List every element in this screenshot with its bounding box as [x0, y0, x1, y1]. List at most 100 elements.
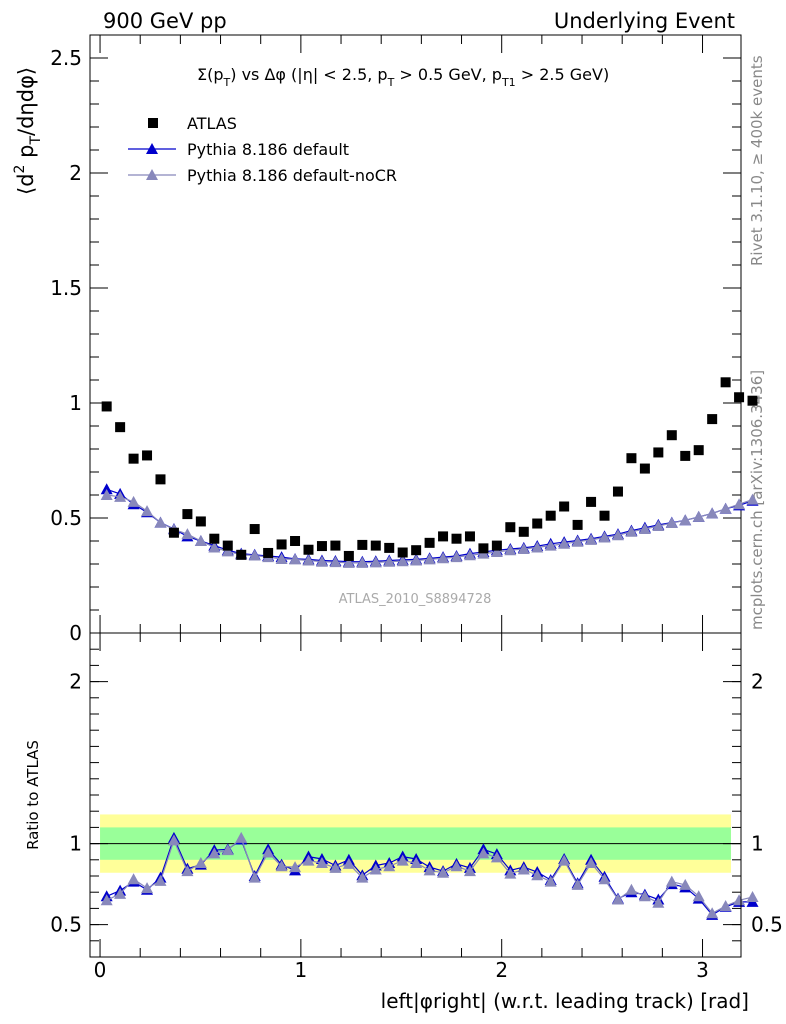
atlas-point [249, 524, 260, 535]
atlas-point [612, 486, 623, 497]
ratio-y-tick-label: 1 [69, 832, 82, 856]
nocr-point [719, 502, 732, 514]
nocr-point [248, 549, 261, 561]
main-panel: 00.511.522.5 ⟨d2 pT/dηdφ⟩ Σ(pT) vs Δφ (|… [12, 34, 759, 645]
atlas-point [115, 422, 126, 433]
ratio-nocr-point [141, 882, 154, 894]
nocr-point [679, 514, 692, 526]
nocr-point [100, 489, 113, 500]
ratio-nocr-point [719, 899, 732, 911]
ratio-frame [89, 632, 742, 958]
ratio-nocr-point [114, 887, 127, 899]
ratio-nocr-point [504, 867, 517, 879]
nocr-point [746, 493, 759, 505]
atlas-point [155, 474, 166, 485]
nocr-point [383, 555, 396, 567]
nocr-point [221, 545, 234, 557]
ratio-nocr-point [423, 864, 436, 876]
main-ticks [90, 34, 741, 634]
ratio-series [100, 831, 759, 920]
x-axis-label: left|φright| (w.r.t. leading track) [rad… [381, 989, 749, 1013]
ratio-nocr-point [652, 896, 665, 908]
ratio-nocr-point [181, 865, 194, 877]
ratio-nocr-point [558, 854, 571, 866]
legend-default-label: Pythia 8.186 default [187, 140, 349, 159]
atlas-point [316, 541, 327, 552]
ratio-nocr-point [221, 844, 234, 856]
atlas-point [343, 550, 354, 561]
nocr-point [275, 552, 288, 564]
nocr-point [692, 510, 705, 522]
ylabel-part-a: ⟨d [14, 173, 38, 195]
nocr-point [423, 553, 436, 565]
ylabel-part-c: /dηdφ⟩ [14, 67, 38, 136]
nocr-point [141, 505, 154, 517]
atlas-point [263, 547, 274, 558]
legend-atlas-label: ATLAS [187, 114, 237, 133]
ratio-nocr-point [477, 847, 490, 859]
legend-atlas-marker [148, 118, 158, 128]
ratio-y-tick-label: 0.5 [50, 913, 82, 937]
mcplots-label: mcplots.cern.ch [arXiv:1306.3436] [748, 370, 766, 630]
nocr-point [289, 553, 302, 565]
nocr-point [342, 556, 355, 568]
nocr-point [544, 539, 557, 551]
header-right: Underlying Event [554, 9, 735, 33]
ratio-nocr-point [235, 831, 248, 843]
ratio-nocr-point [490, 851, 503, 863]
ratio-nocr-point [706, 907, 719, 919]
main-y-tick-label: 1 [69, 391, 82, 415]
atlas-point [505, 522, 516, 533]
atlas-point [734, 392, 745, 403]
ratio-nocr-point [437, 866, 450, 878]
atlas-point [182, 509, 193, 520]
nocr-point [706, 507, 719, 519]
atlas-point [276, 539, 287, 550]
atlas-point [236, 549, 247, 560]
ratio-nocr-point [679, 878, 692, 890]
ratio-nocr-point [598, 873, 611, 885]
ratio-panel: 0.5 0.5 1 1 2 2 0 1 2 3 Ratio to ATLAS left|φrig… [24, 632, 783, 1013]
nocr-point [396, 555, 409, 567]
atlas-point [720, 377, 731, 388]
ratio-nocr-point [611, 893, 624, 905]
ylabel-part-b: p [14, 145, 38, 165]
title-b-sub: T [387, 76, 395, 89]
nocr-point [194, 535, 207, 546]
ratio-nocr-point [356, 871, 369, 883]
nocr-point [598, 531, 611, 543]
rivet-label: Rivet 3.1.10, ≥ 400k events [748, 55, 766, 266]
ylabel-sub: T [28, 136, 44, 146]
legend-nocr-label: Pythia 8.186 default-noCR [187, 166, 397, 185]
ratio-nocr-point [517, 863, 530, 875]
ratio-nocr-point [450, 860, 463, 872]
legend-nocr-marker [146, 169, 158, 180]
ratio-nocr-point [248, 871, 261, 883]
atlas-point [626, 453, 637, 464]
atlas-point [424, 537, 435, 548]
atlas-point [693, 445, 704, 456]
atlas-point [209, 533, 220, 544]
ylabel-sup: 2 [12, 165, 28, 174]
atlas-point [168, 527, 179, 538]
ratio-nocr-point [625, 883, 638, 895]
nocr-point [369, 556, 382, 568]
watermark: ATLAS_2010_S8894728 [339, 592, 492, 607]
ratio-y-axis-label: Ratio to ATLAS [24, 740, 42, 850]
nocr-point [329, 556, 342, 568]
atlas-point [599, 510, 610, 521]
chart-title: Σ(pT) vs Δφ (|η| < 2.5, pT > 0.5 GeV, pT… [197, 65, 609, 89]
ratio-nocr-point [746, 891, 759, 903]
nocr-point [638, 523, 651, 535]
ratio-y-tick-label-right: 0.5 [751, 913, 783, 937]
nocr-point [504, 544, 517, 556]
atlas-point [464, 531, 475, 542]
legend: ATLAS Pythia 8.186 default Pythia 8.186 … [128, 114, 397, 185]
x-tick-label: 1 [295, 958, 308, 982]
ratio-nocr-point [571, 878, 584, 890]
ratio-nocr-point [262, 846, 275, 858]
ratio-nocr-point [194, 857, 207, 869]
title-c: > 0.5 GeV, p [394, 65, 502, 84]
ratio-y-tick-label: 2 [69, 670, 82, 694]
ratio-nocr-point [585, 857, 598, 869]
